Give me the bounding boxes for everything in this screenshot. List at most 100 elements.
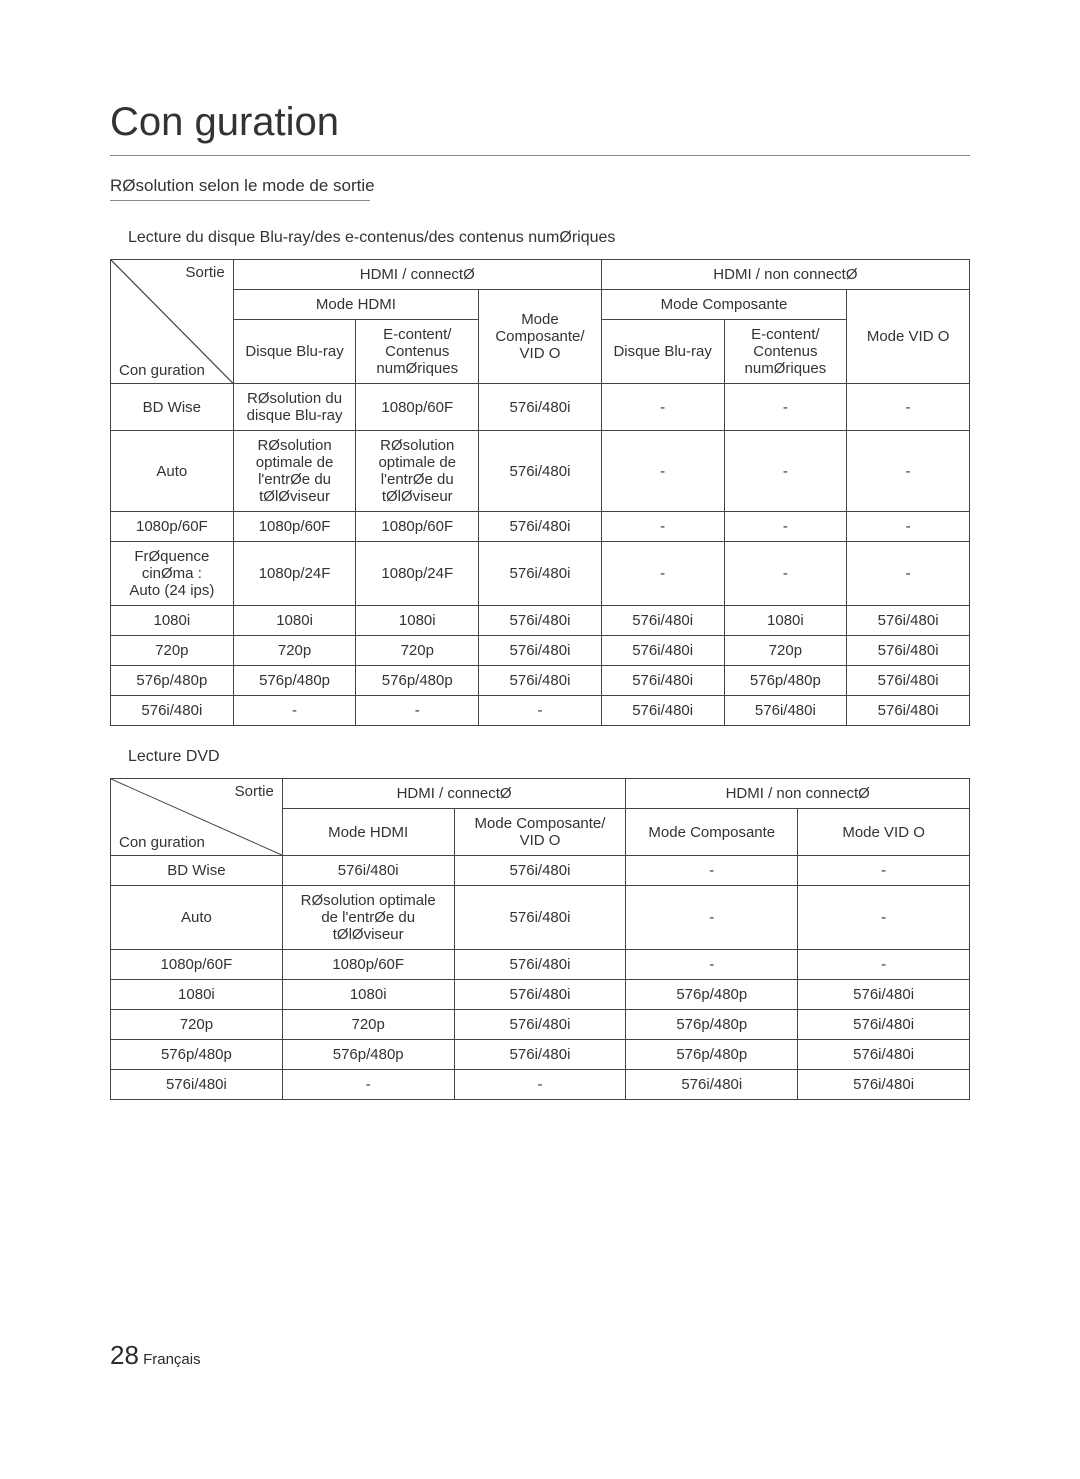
table-cell: 576i/480i xyxy=(479,636,602,666)
page-footer: 28 Français xyxy=(110,1340,970,1371)
table-cell: Auto xyxy=(111,886,283,950)
table-cell: RØsolutionoptimale del'entrØe dutØlØvise… xyxy=(233,431,356,512)
table-cell: 576i/480i xyxy=(479,606,602,636)
table-cell: 1080i xyxy=(111,606,234,636)
table1-caption: Lecture du disque Blu-ray/des e-contenus… xyxy=(128,229,970,247)
table-cell: 720p xyxy=(282,1010,454,1040)
table2-caption: Lecture DVD xyxy=(128,748,970,766)
table-cell: 576i/480i xyxy=(798,1070,970,1100)
table-row: FrØquencecinØma :Auto (24 ips)1080p/24F1… xyxy=(111,542,970,606)
table-cell: 576p/480p xyxy=(111,1040,283,1070)
t1-leaf-bluray2: Disque Blu-ray xyxy=(601,320,724,384)
table-cell: - xyxy=(626,950,798,980)
table-cell: 576p/480p xyxy=(111,666,234,696)
t1-leaf-econtent1: E-content/ContenusnumØriques xyxy=(356,320,479,384)
table-cell: 576i/480i xyxy=(601,666,724,696)
table-cell: 1080i xyxy=(282,980,454,1010)
resolution-table-2: Sortie Con guration HDMI / connectØ HDMI… xyxy=(110,778,970,1100)
table-cell: - xyxy=(724,512,847,542)
diag-bot-label: Con guration xyxy=(119,362,205,379)
table-row: AutoRØsolutionoptimale del'entrØe dutØlØ… xyxy=(111,431,970,512)
table1-diag-header: Sortie Con guration xyxy=(111,260,234,384)
table-row: 720p720p576i/480i576p/480p576i/480i xyxy=(111,1010,970,1040)
table-cell: 576i/480i xyxy=(724,696,847,726)
table-cell: 576i/480i xyxy=(479,431,602,512)
table-cell: 576i/480i xyxy=(798,1010,970,1040)
table2-diag-header: Sortie Con guration xyxy=(111,779,283,856)
table-cell: - xyxy=(626,886,798,950)
resolution-table-1: Sortie Con guration HDMI / connectØ HDMI… xyxy=(110,259,970,726)
table-cell: - xyxy=(847,384,970,431)
table-cell: 576p/480p xyxy=(233,666,356,696)
table-cell: RØsolution dudisque Blu-ray xyxy=(233,384,356,431)
table-cell: BD Wise xyxy=(111,856,283,886)
t1-leaf-econtent2: E-content/ContenusnumØriques xyxy=(724,320,847,384)
table-cell: Auto xyxy=(111,431,234,512)
subheading-underline xyxy=(110,200,370,201)
table-cell: 720p xyxy=(724,636,847,666)
table-cell: - xyxy=(798,886,970,950)
diag-top-label: Sortie xyxy=(186,264,225,281)
table-cell: 1080p/60F xyxy=(356,512,479,542)
diag-top-label2: Sortie xyxy=(235,783,274,800)
table-row: 720p720p720p576i/480i576i/480i720p576i/4… xyxy=(111,636,970,666)
table-cell: 1080p/24F xyxy=(233,542,356,606)
table-cell: 576i/480i xyxy=(626,1070,798,1100)
table-row: 576i/480i--576i/480i576i/480i xyxy=(111,1070,970,1100)
table-row: 1080p/60F1080p/60F1080p/60F576i/480i--- xyxy=(111,512,970,542)
table-cell: - xyxy=(724,384,847,431)
table-cell: 720p xyxy=(233,636,356,666)
t1-header-modecompvid: ModeComposante/VID O xyxy=(479,290,602,384)
table-cell: 1080i xyxy=(111,980,283,1010)
table-cell: 576i/480i xyxy=(479,542,602,606)
table-cell: - xyxy=(847,512,970,542)
table-cell: - xyxy=(479,696,602,726)
table-row: 1080i1080i1080i576i/480i576i/480i1080i57… xyxy=(111,606,970,636)
table-row: BD Wise576i/480i576i/480i-- xyxy=(111,856,970,886)
table-cell: 1080i xyxy=(233,606,356,636)
table-cell: - xyxy=(601,512,724,542)
table-cell: 720p xyxy=(111,1010,283,1040)
table-cell: - xyxy=(798,856,970,886)
table-cell: 1080i xyxy=(356,606,479,636)
t2-header-hdmi: HDMI / connectØ xyxy=(282,779,626,809)
table-cell: 576i/480i xyxy=(111,696,234,726)
table-cell: 1080p/60F xyxy=(356,384,479,431)
t2-header-modehdmi: Mode HDMI xyxy=(282,809,454,856)
table-cell: - xyxy=(282,1070,454,1100)
table-cell: - xyxy=(356,696,479,726)
table-cell: 576i/480i xyxy=(454,950,626,980)
table-cell: 1080p/60F xyxy=(111,512,234,542)
table-cell: 576i/480i xyxy=(454,856,626,886)
table-row: 1080p/60F1080p/60F576i/480i-- xyxy=(111,950,970,980)
table-cell: BD Wise xyxy=(111,384,234,431)
table-cell: - xyxy=(454,1070,626,1100)
table-cell: - xyxy=(601,384,724,431)
table-cell: - xyxy=(601,542,724,606)
table-cell: 576i/480i xyxy=(454,1040,626,1070)
t1-leaf-bluray1: Disque Blu-ray xyxy=(233,320,356,384)
table-cell: 576i/480i xyxy=(847,636,970,666)
table-cell: - xyxy=(724,431,847,512)
table-cell: 576i/480i xyxy=(847,666,970,696)
diag-bot-label2: Con guration xyxy=(119,834,205,851)
table-cell: 576i/480i xyxy=(479,512,602,542)
table-cell: FrØquencecinØma :Auto (24 ips) xyxy=(111,542,234,606)
table-row: 1080i1080i576i/480i576p/480p576i/480i xyxy=(111,980,970,1010)
table-cell: 576i/480i xyxy=(454,1010,626,1040)
table-cell: 576i/480i xyxy=(282,856,454,886)
table-cell: 720p xyxy=(356,636,479,666)
table-cell: 576p/480p xyxy=(626,980,798,1010)
table-cell: - xyxy=(798,950,970,980)
table-cell: - xyxy=(601,431,724,512)
table-cell: 1080p/60F xyxy=(282,950,454,980)
table-cell: 1080i xyxy=(724,606,847,636)
t2-header-modecompvid: Mode Composante/VID O xyxy=(454,809,626,856)
table-cell: 576i/480i xyxy=(454,886,626,950)
t2-header-nonhdmi: HDMI / non connectØ xyxy=(626,779,970,809)
table-cell: 1080p/60F xyxy=(233,512,356,542)
table-cell: 576i/480i xyxy=(798,980,970,1010)
table-cell: 576p/480p xyxy=(626,1010,798,1040)
table-cell: 576i/480i xyxy=(601,636,724,666)
t2-header-modevideo: Mode VID O xyxy=(798,809,970,856)
